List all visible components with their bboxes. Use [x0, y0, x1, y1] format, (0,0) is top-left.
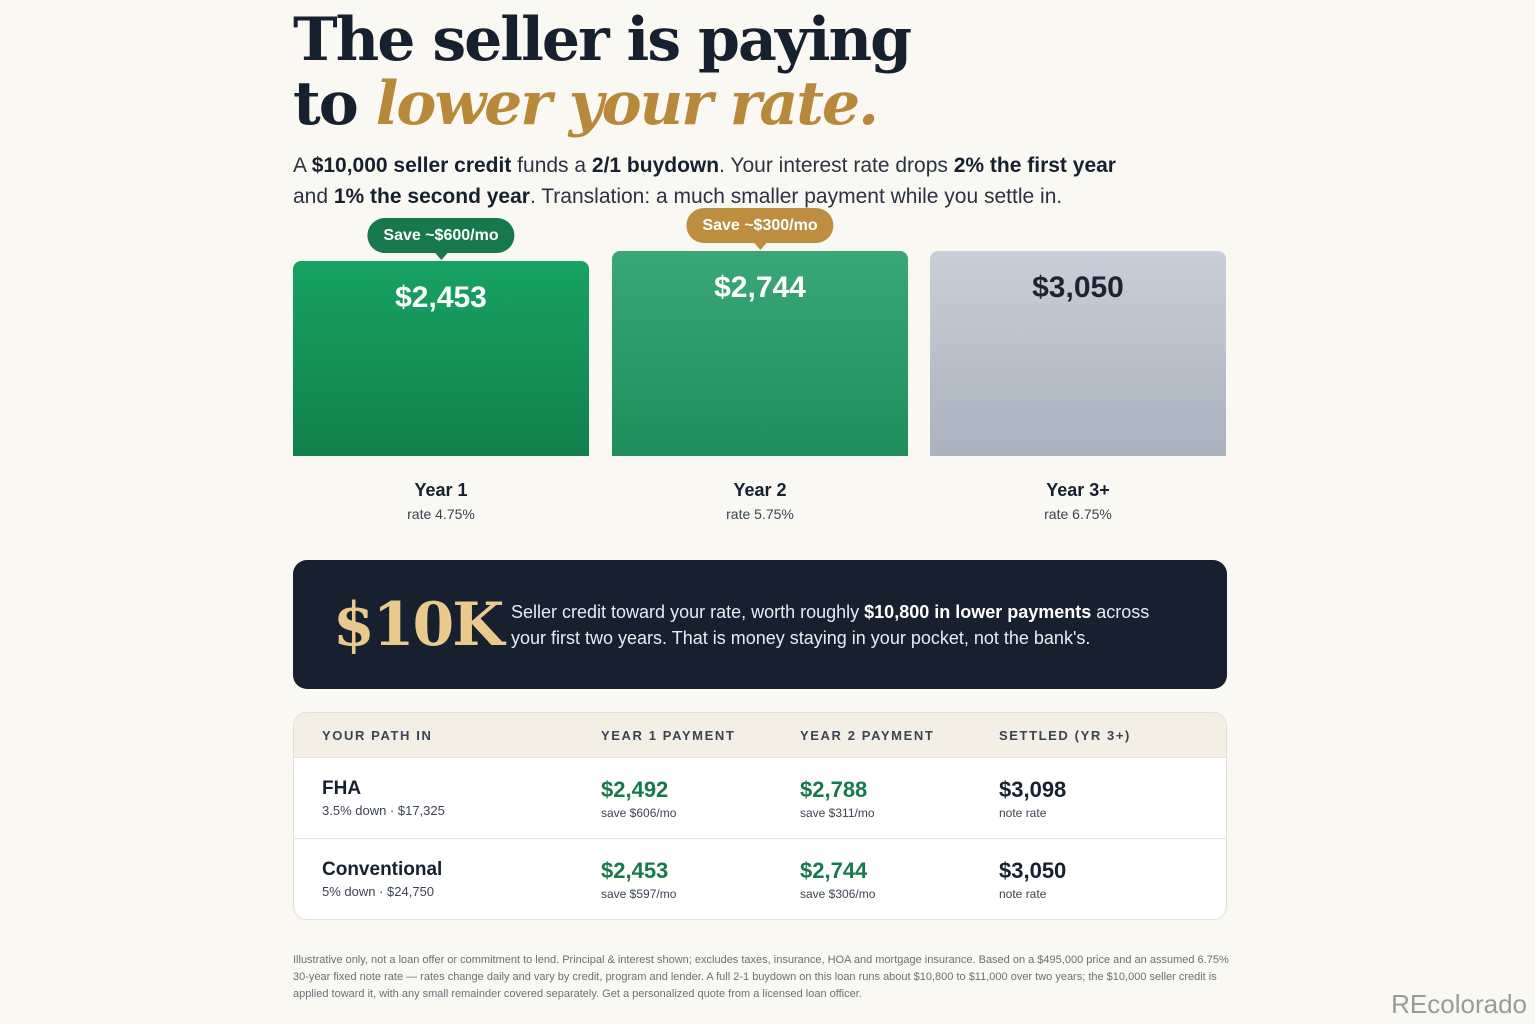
bar-rate-label: rate 5.75%: [726, 506, 794, 522]
intro-bold: 2/1 buydown: [591, 154, 720, 177]
intro-text: . Translation: a much smaller payment wh…: [529, 185, 1063, 208]
credit-text: across your first two years. That is mon…: [511, 601, 1150, 648]
bar-year-1: $2,453 Save ~$600/mo Year 1 rate 4.75%: [293, 212, 589, 542]
year1-savings: save $597/mo: [601, 886, 677, 901]
savings-badge: Save ~$600/mo: [367, 218, 515, 253]
year1-payment: $2,492: [601, 776, 669, 802]
path-cell: FHA 3.5% down · $17,325: [294, 778, 601, 818]
bar-caption: Year 1 rate 4.75%: [293, 462, 589, 542]
savings-badge: Save ~$300/mo: [686, 208, 834, 243]
intro-bold: $10,000 seller credit: [311, 154, 512, 177]
year1-payment: $2,453: [601, 857, 669, 883]
bar-year-3: $3,050 Year 3+ rate 6.75%: [930, 212, 1226, 542]
settled-cell: $3,098 note rate: [999, 777, 1199, 820]
intro-text: funds a: [511, 154, 592, 177]
bar-year-2: $2,744 Save ~$300/mo Year 2 rate 5.75%: [612, 208, 908, 542]
headline-line2-prefix: to: [293, 69, 376, 139]
header-year1: YEAR 1 PAYMENT: [601, 727, 736, 743]
credit-description: Seller credit toward your rate, worth ro…: [511, 599, 1151, 651]
year1-cell: $2,453 save $597/mo: [601, 858, 800, 901]
path-cell: Conventional 5% down · $24,750: [294, 859, 601, 899]
year2-cell: $2,788 save $311/mo: [800, 777, 999, 820]
intro-bold: 1% the second year: [333, 185, 530, 208]
bar-fill: $2,453: [293, 261, 589, 456]
bar-caption: Year 2 rate 5.75%: [612, 462, 908, 542]
bar-rate-label: rate 6.75%: [1044, 506, 1112, 522]
bar-caption: Year 3+ rate 6.75%: [930, 462, 1226, 542]
payment-bars: $2,453 Save ~$600/mo Year 1 rate 4.75% $…: [293, 208, 1227, 542]
settled-note: note rate: [999, 805, 1047, 820]
year2-savings: save $306/mo: [800, 886, 876, 901]
table-row: FHA 3.5% down · $17,325 $2,492 save $606…: [294, 757, 1226, 838]
settled-cell: $3,050 note rate: [999, 858, 1199, 901]
intro-text: and: [293, 185, 334, 208]
path-detail: 3.5% down · $17,325: [322, 803, 445, 818]
bar-year-label: Year 1: [414, 480, 468, 500]
settled-payment: $3,050: [999, 857, 1067, 883]
credit-amount: $10K: [333, 589, 504, 660]
watermark: REcolorado: [1391, 989, 1527, 1019]
table-row: Conventional 5% down · $24,750 $2,453 sa…: [294, 838, 1226, 919]
bar-rate-label: rate 4.75%: [407, 506, 475, 522]
disclaimer: Illustrative only, not a loan offer or c…: [293, 954, 1229, 1000]
headline-line1: The seller is paying: [293, 5, 912, 75]
bar-year-label: Year 2: [733, 480, 787, 500]
bar-fill: $2,744: [612, 251, 908, 456]
table-header: YOUR PATH IN YEAR 1 PAYMENT YEAR 2 PAYME…: [294, 713, 1226, 757]
path-name: Conventional: [322, 859, 443, 880]
page-content: The seller is paying to lower your rate.…: [293, 0, 1229, 1003]
year2-savings: save $311/mo: [800, 805, 875, 820]
bar-fill: $3,050: [930, 251, 1226, 456]
intro-text: . Your interest rate drops: [719, 154, 954, 177]
path-name: FHA: [322, 778, 362, 799]
year1-savings: save $606/mo: [601, 805, 677, 820]
credit-bold: $10,800 in lower payments: [864, 601, 1092, 622]
bar-year-label: Year 3+: [1046, 480, 1110, 500]
bar-amount: $2,453: [395, 281, 487, 314]
intro-text: A: [293, 154, 312, 177]
intro-paragraph: A $10,000 seller credit funds a 2/1 buyd…: [293, 150, 1138, 212]
seller-credit-banner: $10K Seller credit toward your rate, wor…: [293, 560, 1227, 689]
path-detail: 5% down · $24,750: [322, 884, 435, 899]
settled-payment: $3,098: [999, 776, 1067, 802]
bar-amount: $2,744: [714, 271, 806, 304]
headline: The seller is paying to lower your rate.: [293, 8, 1227, 136]
year2-payment: $2,744: [800, 857, 868, 883]
header-path: YOUR PATH IN: [322, 727, 433, 743]
settled-note: note rate: [999, 886, 1047, 901]
bar-amount: $3,050: [1032, 271, 1124, 304]
year1-cell: $2,492 save $606/mo: [601, 777, 800, 820]
year2-payment: $2,788: [800, 776, 868, 802]
header-year2: YEAR 2 PAYMENT: [800, 727, 935, 743]
credit-text: Seller credit toward your rate, worth ro…: [511, 601, 865, 622]
header-settled: SETTLED (YR 3+): [999, 727, 1131, 743]
year2-cell: $2,744 save $306/mo: [800, 858, 999, 901]
intro-bold: 2% the first year: [953, 154, 1116, 177]
headline-accent: lower your rate.: [375, 69, 879, 139]
payment-table: YOUR PATH IN YEAR 1 PAYMENT YEAR 2 PAYME…: [293, 712, 1227, 920]
